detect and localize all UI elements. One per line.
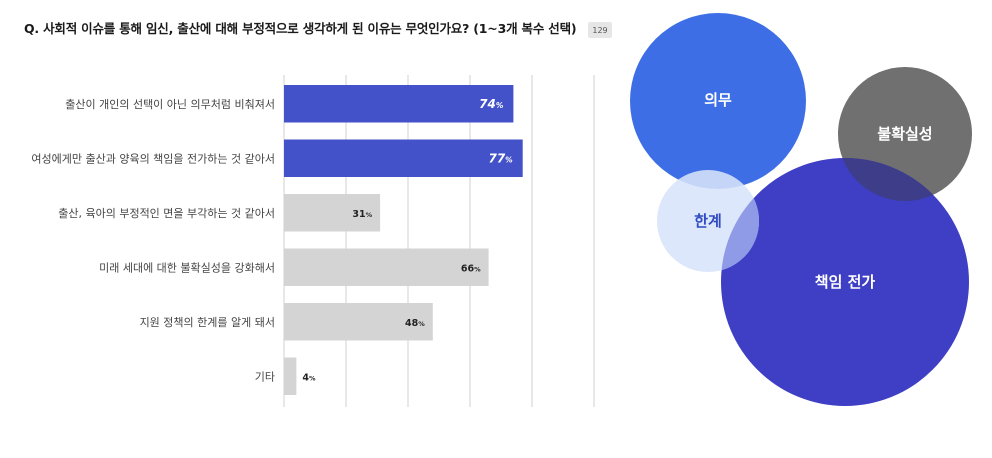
unit-label: % [309,374,316,382]
gridlines [283,75,595,407]
data-label: 4% [302,372,316,383]
unit-label: % [366,211,373,219]
bar [284,85,514,123]
bubble [630,13,806,189]
bar [284,194,381,232]
bubble-label: 책임 전가 [815,273,876,291]
bubble-label: 의무 [704,91,732,109]
data-label: 77% [488,151,513,165]
bar [284,357,297,395]
bar [284,139,523,177]
unit-label: % [505,155,513,164]
unit-label: % [418,320,425,328]
data-label: 48% [405,318,425,329]
category-label: 미래 세대에 대한 불확실성을 강화해서 [99,260,275,274]
bubble-label: 불확실성 [877,125,932,143]
unit-label: % [496,101,504,110]
category-label: 기타 [255,370,275,383]
response-count-badge: 129 [588,22,612,38]
bubble-label: 한계 [694,212,722,230]
category-label: 여성에게만 출산과 양육의 책임을 전가하는 것 같아서 [31,151,275,165]
question-title: Q. 사회적 이슈를 통해 임신, 출산에 대해 부정적으로 생각하게 된 이유… [24,21,577,36]
category-label: 출산이 개인의 선택이 아닌 의무처럼 비춰져서 [65,98,275,111]
bubble [721,158,969,406]
unit-label: % [474,265,481,273]
bar-chart: 출산이 개인의 선택이 아닌 의무처럼 비춰져서 74% 여성에게만 출산과 양육의… [31,85,523,395]
data-label: 66% [461,263,481,274]
data-label: 31% [352,209,372,220]
data-label: 74% [479,97,504,111]
bar [284,248,489,286]
category-label: 출산, 육아의 부정적인 면을 부각하는 것 같아서 [58,206,275,220]
category-label: 지원 정책의 한계를 알게 돼서 [140,315,275,329]
bar [284,303,433,341]
